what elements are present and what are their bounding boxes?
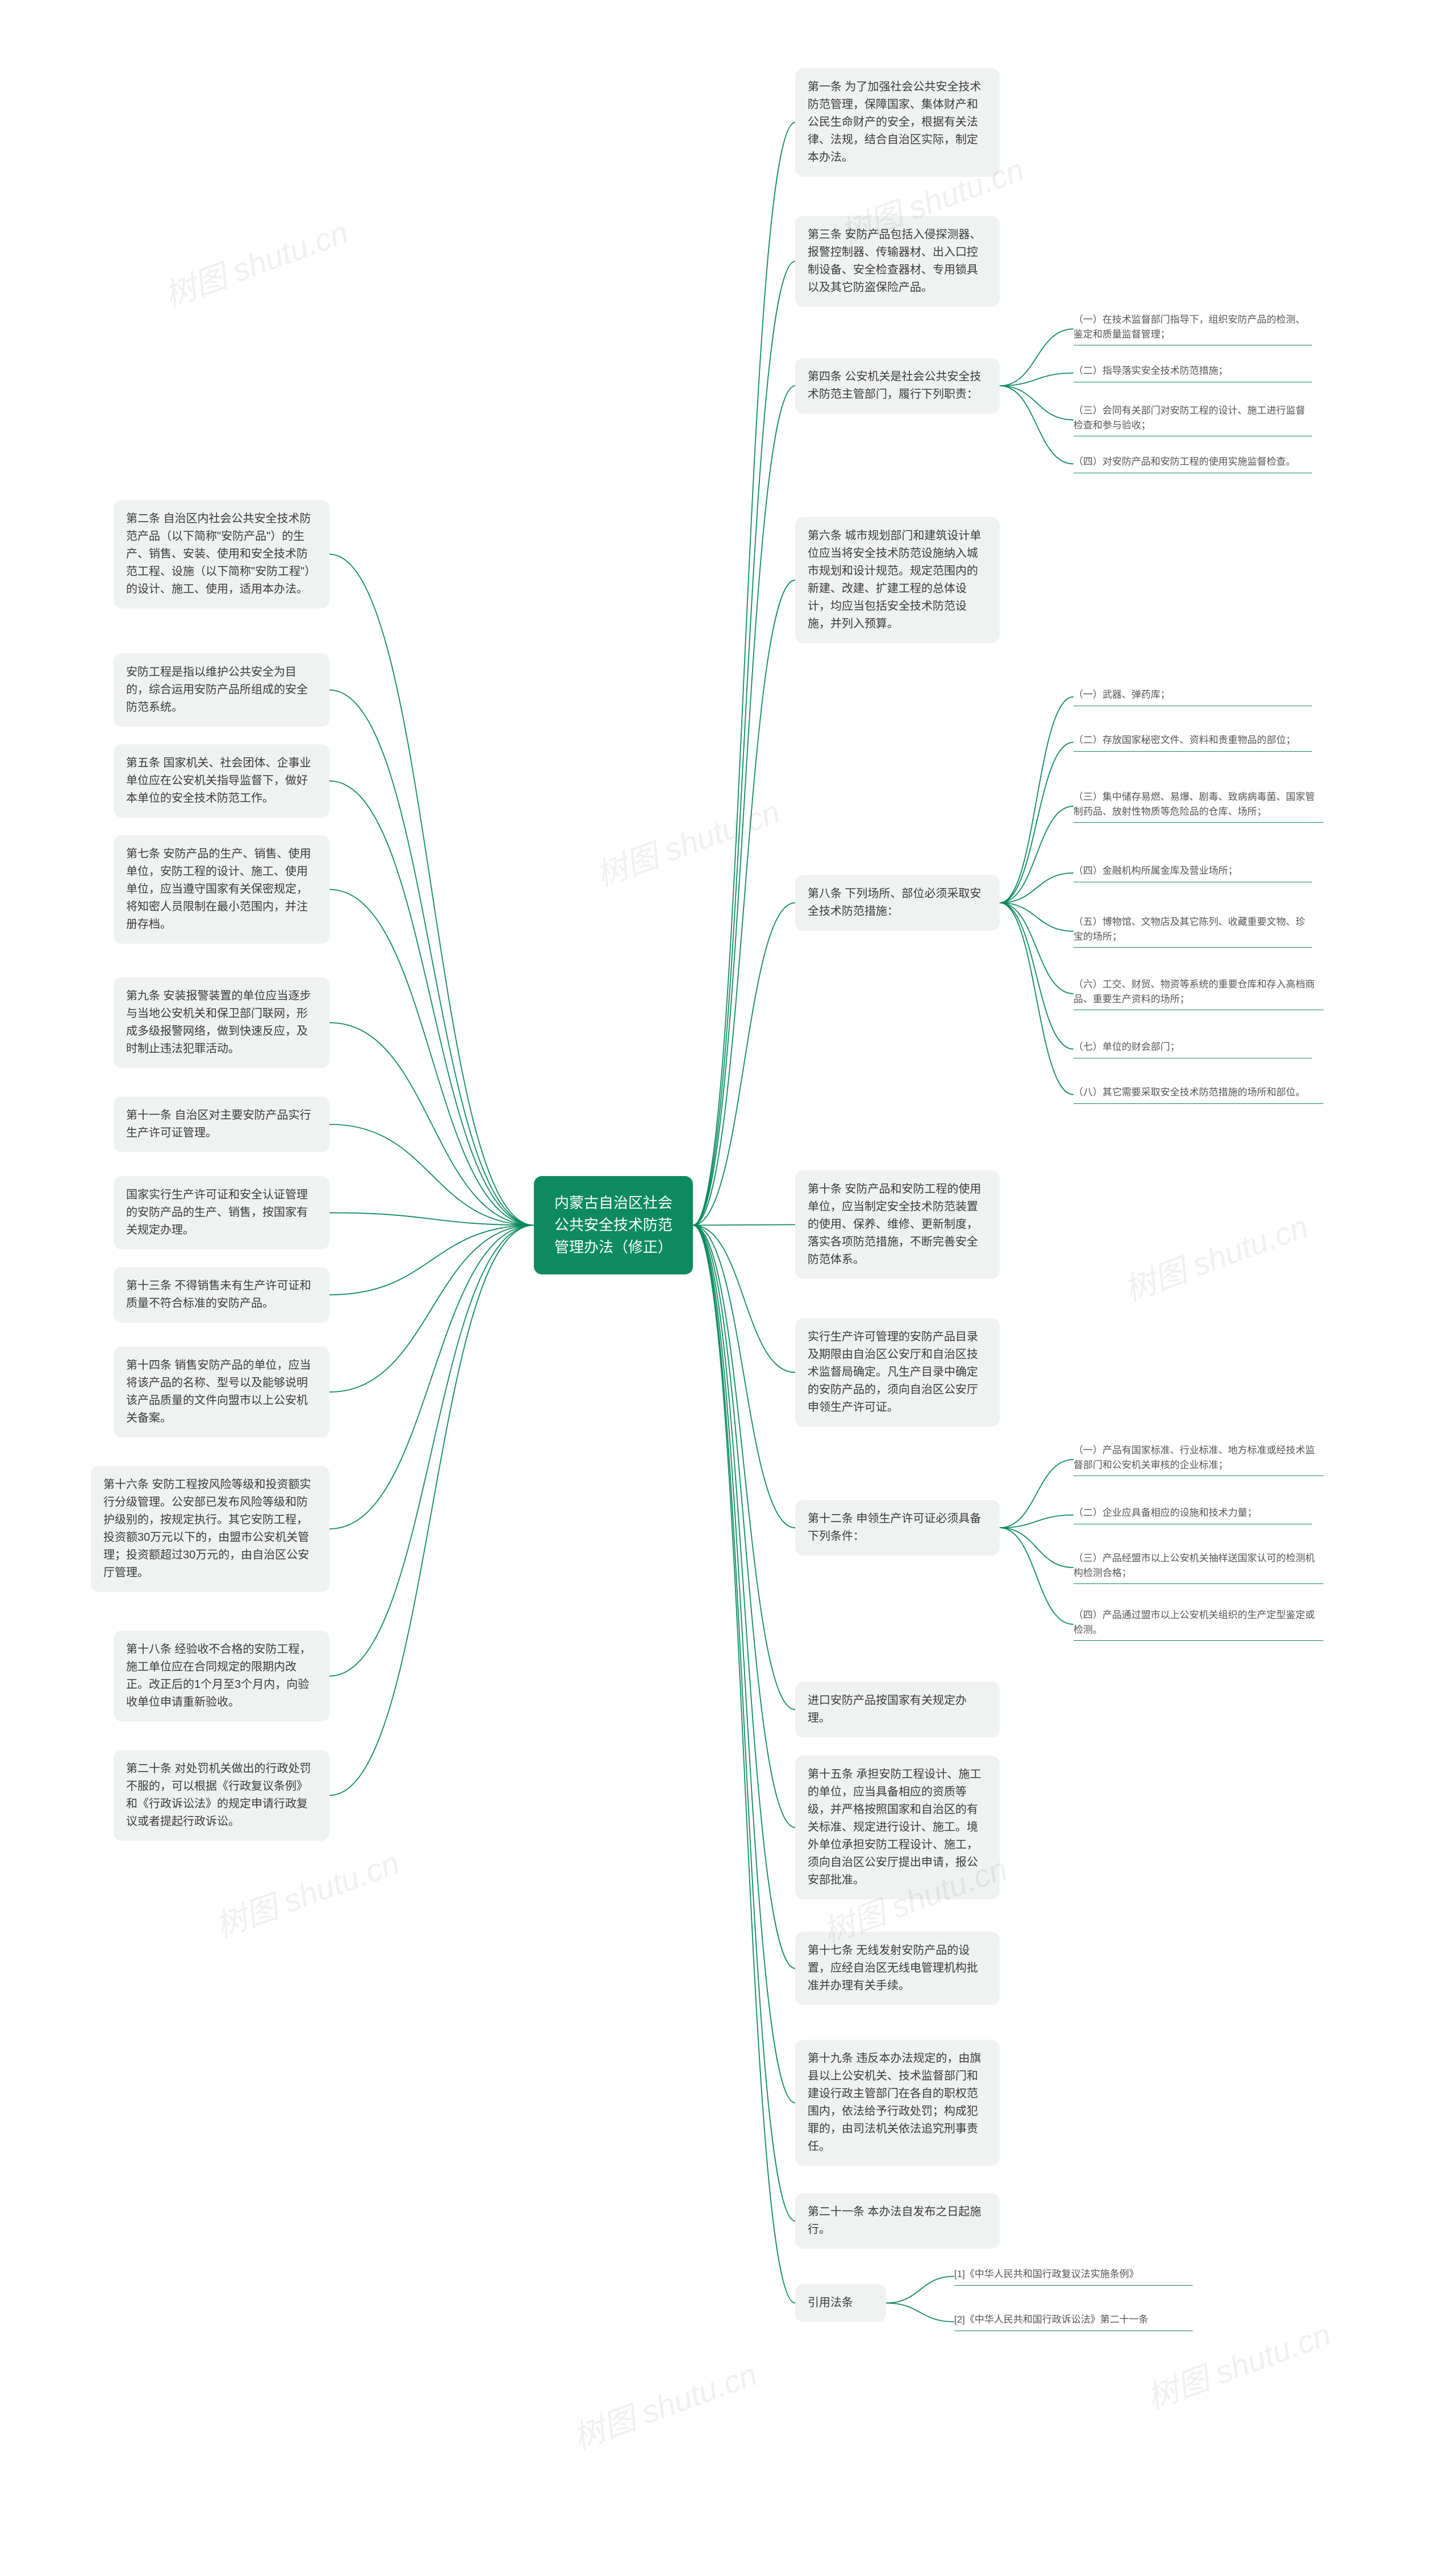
- leaf-r5-4: （四）金融机构所属金库及营业场所；: [1073, 864, 1312, 882]
- watermark: 树图 shutu.cn: [157, 207, 354, 316]
- left-branch-5: 第九条 安装报警装置的单位应当逐步与当地公安机关和保卫部门联网，形成多级报警网络…: [114, 977, 329, 1068]
- leaf-r5-8: （八）其它需要采取安全技术防范措施的场所和部位。: [1073, 1085, 1323, 1104]
- leaf-r3-2: （二）指导落实安全技术防范措施；: [1073, 364, 1312, 382]
- right-branch-13: 第二十一条 本办法自发布之日起施行。: [795, 2193, 1000, 2249]
- leaf-r3-3: （三）会同有关部门对安防工程的设计、施工进行监督检查和参与验收；: [1073, 403, 1312, 436]
- right-branch-6: 第十条 安防产品和安防工程的使用单位，应当制定安全技术防范装置的使用、保养、维修…: [795, 1170, 1000, 1279]
- leaf-r8-3: （三）产品经盟市以上公安机关抽样送国家认可的检测机构检测合格；: [1073, 1551, 1323, 1584]
- left-branch-1: 第二条 自治区内社会公共安全技术防范产品（以下简称"安防产品"）的生产、销售、安…: [114, 500, 329, 608]
- right-branch-12: 第十九条 违反本办法规定的，由旗县以上公安机关、技术监督部门和建设行政主管部门在…: [795, 2040, 1000, 2166]
- left-branch-6: 第十一条 自治区对主要安防产品实行生产许可证管理。: [114, 1097, 329, 1152]
- left-branch-12: 第二十条 对处罚机关做出的行政处罚不服的，可以根据《行政复议条例》和《行政诉讼法…: [114, 1750, 329, 1841]
- leaf-r14-2: [2]《中华人民共和国行政诉讼法》第二十一条: [954, 2312, 1193, 2331]
- right-branch-11: 第十七条 无线发射安防产品的设置，应经自治区无线电管理机构批准并办理有关手续。: [795, 1932, 1000, 2005]
- right-branch-7: 实行生产许可管理的安防产品目录及期限由自治区公安厅和自治区技术监督局确定。凡生产…: [795, 1318, 1000, 1427]
- right-branch-3: 第四条 公安机关是社会公共安全技术防范主管部门，履行下列职责：: [795, 358, 1000, 414]
- leaf-r5-5: （五）博物馆、文物店及其它陈列、收藏重要文物、珍宝的场所；: [1073, 915, 1312, 948]
- right-branch-1: 第一条 为了加强社会公共安全技术防范管理，保障国家、集体财产和公民生命财产的安全…: [795, 68, 1000, 177]
- watermark: 树图 shutu.cn: [588, 786, 786, 895]
- leaf-r8-1: （一）产品有国家标准、行业标准、地方标准或经技术监督部门和公安机关审核的企业标准…: [1073, 1443, 1323, 1476]
- watermark: 树图 shutu.cn: [208, 1837, 405, 1946]
- leaf-r8-4: （四）产品通过盟市以上公安机关组织的生产定型鉴定或检测。: [1073, 1608, 1323, 1641]
- leaf-r8-2: （二）企业应具备相应的设施和技术力量；: [1073, 1506, 1312, 1524]
- left-branch-10: 第十六条 安防工程按风险等级和投资额实行分级管理。公安部已发布风险等级和防护级别…: [91, 1466, 329, 1592]
- watermark: 树图 shutu.cn: [1117, 1201, 1314, 1310]
- leaf-r5-6: （六）工交、财贸、物资等系统的重要仓库和存入高档商品、重要生产资料的场所；: [1073, 977, 1323, 1010]
- right-branch-10: 第十五条 承担安防工程设计、施工的单位，应当具备相应的资质等级，并严格按照国家和…: [795, 1756, 1000, 1899]
- left-branch-2: 安防工程是指以维护公共安全为目的，综合运用安防产品所组成的安全防范系统。: [114, 653, 329, 727]
- leaf-r5-1: （一）武器、弹药库；: [1073, 687, 1312, 706]
- watermark: 树图 shutu.cn: [566, 2349, 763, 2458]
- right-branch-14: 引用法条: [795, 2284, 886, 2322]
- leaf-r5-7: （七）单位的财会部门；: [1073, 1040, 1312, 1058]
- center-node: 内蒙古自治区社会公共安全技术防范管理办法（修正）: [534, 1176, 693, 1274]
- leaf-r5-3: （三）集中储存易燃、易爆、剧毒、致病病毒菌、国家管制药品、放射性物质等危险品的仓…: [1073, 790, 1323, 823]
- leaf-r3-4: （四）对安防产品和安防工程的使用实施监督检查。: [1073, 455, 1312, 473]
- left-branch-11: 第十八条 经验收不合格的安防工程，施工单位应在合同规定的限期内改正。改正后的1个…: [114, 1631, 329, 1721]
- leaf-r5-2: （二）存放国家秘密文件、资料和贵重物品的部位；: [1073, 733, 1312, 752]
- right-branch-9: 进口安防产品按国家有关规定办理。: [795, 1682, 1000, 1737]
- mindmap-canvas: 内蒙古自治区社会公共安全技术防范管理办法（修正） 第二条 自治区内社会公共安全技…: [0, 0, 1454, 2576]
- right-branch-5: 第八条 下列场所、部位必须采取安全技术防范措施：: [795, 875, 1000, 931]
- left-branch-9: 第十四条 销售安防产品的单位，应当将该产品的名称、型号以及能够说明该产品质量的文…: [114, 1347, 329, 1437]
- left-branch-7: 国家实行生产许可证和安全认证管理的安防产品的生产、销售，按国家有关规定办理。: [114, 1176, 329, 1249]
- left-branch-8: 第十三条 不得销售未有生产许可证和质量不符合标准的安防产品。: [114, 1267, 329, 1323]
- leaf-r3-1: （一）在技术监督部门指导下，组织安防产品的检测、鉴定和质量监督管理；: [1073, 312, 1312, 345]
- leaf-r14-1: [1]《中华人民共和国行政复议法实施条例》: [954, 2267, 1193, 2286]
- right-branch-8: 第十二条 申领生产许可证必须具备下列条件：: [795, 1500, 1000, 1556]
- left-branch-3: 第五条 国家机关、社会团体、企事业单位应在公安机关指导监督下，做好本单位的安全技…: [114, 744, 329, 818]
- right-branch-4: 第六条 城市规划部门和建筑设计单位应当将安全技术防范设施纳入城市规划和设计规范。…: [795, 517, 1000, 643]
- right-branch-2: 第三条 安防产品包括入侵探测器、报警控制器、传输器材、出入口控制设备、安全检查器…: [795, 216, 1000, 307]
- left-branch-4: 第七条 安防产品的生产、销售、使用单位，安防工程的设计、施工、使用单位，应当遵守…: [114, 835, 329, 944]
